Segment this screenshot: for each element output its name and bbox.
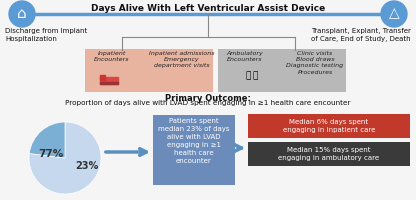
- Bar: [100, 82, 118, 84]
- Text: Median 15% days spent
engaging in ambulatory care: Median 15% days spent engaging in ambula…: [278, 147, 379, 161]
- Text: △: △: [389, 6, 399, 20]
- Text: 77%: 77%: [38, 149, 64, 159]
- Text: Days Alive With Left Ventricular Assist Device: Days Alive With Left Ventricular Assist …: [91, 4, 325, 13]
- Text: ⌂: ⌂: [17, 6, 27, 21]
- Bar: [100, 75, 105, 80]
- Text: Patients spent
median 23% of days
alive with LVAD
engaging in ≥1
health care
enc: Patients spent median 23% of days alive …: [158, 118, 230, 164]
- Text: 🚶: 🚶: [245, 72, 251, 80]
- FancyBboxPatch shape: [248, 142, 410, 166]
- Text: 🚶: 🚶: [253, 72, 258, 80]
- FancyBboxPatch shape: [153, 115, 235, 185]
- FancyBboxPatch shape: [218, 49, 346, 92]
- Text: ✕: ✕: [391, 11, 397, 17]
- Wedge shape: [29, 122, 65, 158]
- Wedge shape: [29, 122, 101, 194]
- Circle shape: [381, 1, 407, 27]
- Circle shape: [9, 1, 35, 27]
- FancyBboxPatch shape: [85, 49, 213, 92]
- Text: Median 6% days spent
engaging in inpatient care: Median 6% days spent engaging in inpatie…: [283, 119, 375, 133]
- Text: Transplant, Explant, Transfer
of Care, End of Study, Death: Transplant, Explant, Transfer of Care, E…: [311, 28, 411, 42]
- Text: Ambulatory
Encounters: Ambulatory Encounters: [227, 51, 263, 62]
- Text: Discharge from Implant
Hospitalization: Discharge from Implant Hospitalization: [5, 28, 87, 42]
- FancyBboxPatch shape: [248, 114, 410, 138]
- Text: Inpatient
Encounters: Inpatient Encounters: [94, 51, 130, 62]
- Bar: [100, 77, 118, 84]
- Text: Primary Outcome:: Primary Outcome:: [165, 94, 251, 103]
- Text: 23%: 23%: [75, 161, 99, 171]
- Text: Inpatient admissions
Emergency
department visits: Inpatient admissions Emergency departmen…: [149, 51, 215, 68]
- Text: Proportion of days alive with LVAD spent engaging in ≥1 health care encounter: Proportion of days alive with LVAD spent…: [65, 100, 351, 106]
- Text: Clinic visits
Blood draws
Diagnostic testing
Procedures: Clinic visits Blood draws Diagnostic tes…: [287, 51, 344, 75]
